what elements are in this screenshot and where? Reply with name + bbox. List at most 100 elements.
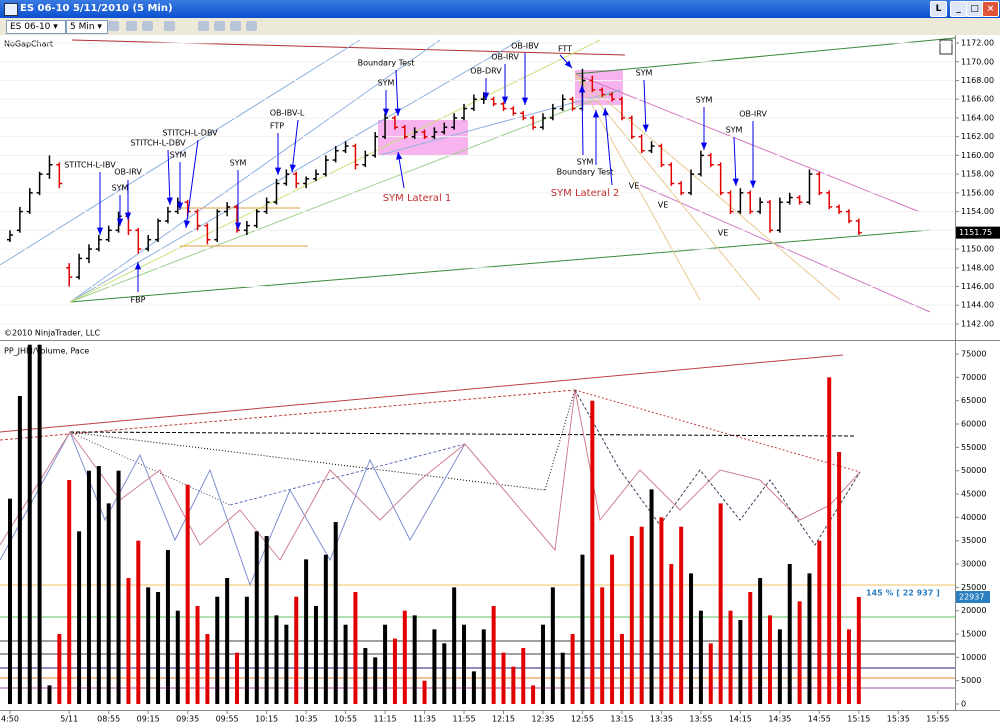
- instrument-text: ES 06-10: [10, 22, 51, 32]
- volume-bar: [373, 657, 378, 705]
- x-tick-label: 10:55: [334, 715, 357, 724]
- zoom-out-tool[interactable]: [142, 21, 153, 31]
- annotation-arrow: [167, 149, 171, 206]
- volume-bar: [284, 624, 289, 705]
- strategy-tool[interactable]: [230, 21, 241, 31]
- volume-bar: [669, 564, 674, 705]
- arrow-head: [700, 142, 708, 150]
- arrow-head: [501, 96, 509, 104]
- annotation: SYM: [170, 151, 187, 160]
- annotation: FTP: [270, 122, 284, 131]
- arrow-head: [183, 220, 191, 228]
- title-bar: ES 06-10 5/11/2010 (5 Min) L _ □ ×: [0, 0, 1000, 18]
- scroll-marker[interactable]: [939, 39, 953, 55]
- interval-text: 5 Min: [70, 22, 95, 32]
- annotation: SYM Lateral 1: [383, 193, 452, 204]
- volume-bar: [8, 498, 12, 705]
- y-tick-label: 1142.00: [961, 319, 994, 328]
- volume-bar: [777, 629, 782, 705]
- volume-bar: [481, 629, 486, 705]
- y-tick-label: 1168.00: [961, 76, 994, 85]
- annotation-arrow: [643, 79, 647, 133]
- volume-bar: [629, 536, 634, 705]
- volume-bar: [195, 606, 200, 705]
- annotation-arrow: [604, 107, 613, 186]
- volume-bar: [718, 503, 723, 705]
- volume-bar: [610, 554, 615, 705]
- x-tick-label: 15:15: [847, 715, 870, 724]
- annotation: FBP: [131, 296, 146, 305]
- arrow-head: [382, 108, 390, 116]
- fan-line: [69, 39, 601, 303]
- arrow-head: [134, 262, 142, 270]
- volume-bar: [77, 531, 82, 705]
- volume-bar: [767, 615, 772, 705]
- volume-bar: [442, 643, 447, 705]
- annotation: SYM: [726, 126, 743, 135]
- x-tick-label: 11:35: [413, 715, 436, 724]
- instrument-select[interactable]: ES 06-10 ▾: [6, 20, 66, 34]
- volume-bar: [827, 377, 832, 705]
- annotation: Boundary Test: [557, 168, 614, 177]
- volume-bar: [47, 685, 52, 705]
- x-tick-label: 12:15: [492, 715, 515, 724]
- x-tick-label: 5/11: [60, 715, 78, 724]
- annotation: STITCH-L-IBV: [64, 161, 116, 170]
- y-tick-label: 1172.00: [961, 39, 994, 48]
- x-tick-label: 13:55: [689, 715, 712, 724]
- interval-select[interactable]: 5 Min ▾: [66, 20, 108, 34]
- trendline: [574, 73, 921, 213]
- annotation: OB-IBV-L: [270, 109, 305, 118]
- y-tick-label: 30000: [961, 560, 986, 569]
- fan-line: [69, 39, 521, 303]
- templates-tool[interactable]: [214, 21, 225, 31]
- y-tick-label: 65000: [961, 396, 986, 405]
- link-button[interactable]: L: [930, 1, 947, 17]
- volume-bar: [274, 615, 279, 705]
- x-tick-label: 12:55: [571, 715, 594, 724]
- volume-panel-title: PP_JHM/Volume, Pace: [4, 347, 89, 356]
- select-tool[interactable]: [164, 21, 175, 31]
- trendline: [544, 389, 576, 491]
- x-tick-label: 09:15: [137, 715, 160, 724]
- indicator-tool[interactable]: [246, 21, 257, 31]
- arrow-head: [234, 222, 242, 230]
- volume-bar: [57, 634, 62, 705]
- x-tick-label: 08:55: [97, 715, 120, 724]
- x-tick-label: 14:35: [768, 715, 791, 724]
- volume-bar: [837, 452, 842, 705]
- volume-bar: [639, 526, 644, 705]
- fan-line: [69, 39, 441, 303]
- close-button[interactable]: ×: [982, 1, 999, 17]
- x-tick-label: 13:15: [610, 715, 633, 724]
- arrow-head: [482, 92, 490, 100]
- volume-bar: [17, 396, 22, 705]
- minimize-button[interactable]: _: [950, 1, 967, 17]
- volume-bar: [679, 526, 684, 705]
- y-tick-label: 0: [961, 700, 966, 709]
- trendline: [639, 184, 931, 313]
- arrow-head: [166, 197, 173, 205]
- volume-bar: [333, 522, 338, 705]
- y-tick-label: 1160.00: [961, 151, 994, 160]
- draw-tool[interactable]: [108, 21, 119, 31]
- arrow-head: [521, 97, 529, 105]
- y-tick-label: 1170.00: [961, 57, 994, 66]
- last-price: 1151.75: [959, 228, 992, 237]
- chart-name: NoGapChart: [4, 40, 53, 49]
- y-tick-label: 45000: [961, 490, 986, 499]
- annotation: OB-IRV: [739, 110, 767, 119]
- volume-bar: [215, 596, 220, 705]
- volume-bar: [294, 596, 299, 705]
- x-tick-label: 11:15: [374, 715, 397, 724]
- volume-bar: [185, 484, 190, 705]
- zoom-in-tool[interactable]: [126, 21, 137, 31]
- volume-bar: [96, 466, 101, 705]
- arrow-head: [732, 178, 739, 186]
- properties-tool[interactable]: [198, 21, 209, 31]
- volume-bar: [807, 573, 812, 705]
- volume-bar: [27, 344, 32, 705]
- y-tick-label: 1144.00: [961, 301, 994, 310]
- y-tick-label: 1164.00: [961, 113, 994, 122]
